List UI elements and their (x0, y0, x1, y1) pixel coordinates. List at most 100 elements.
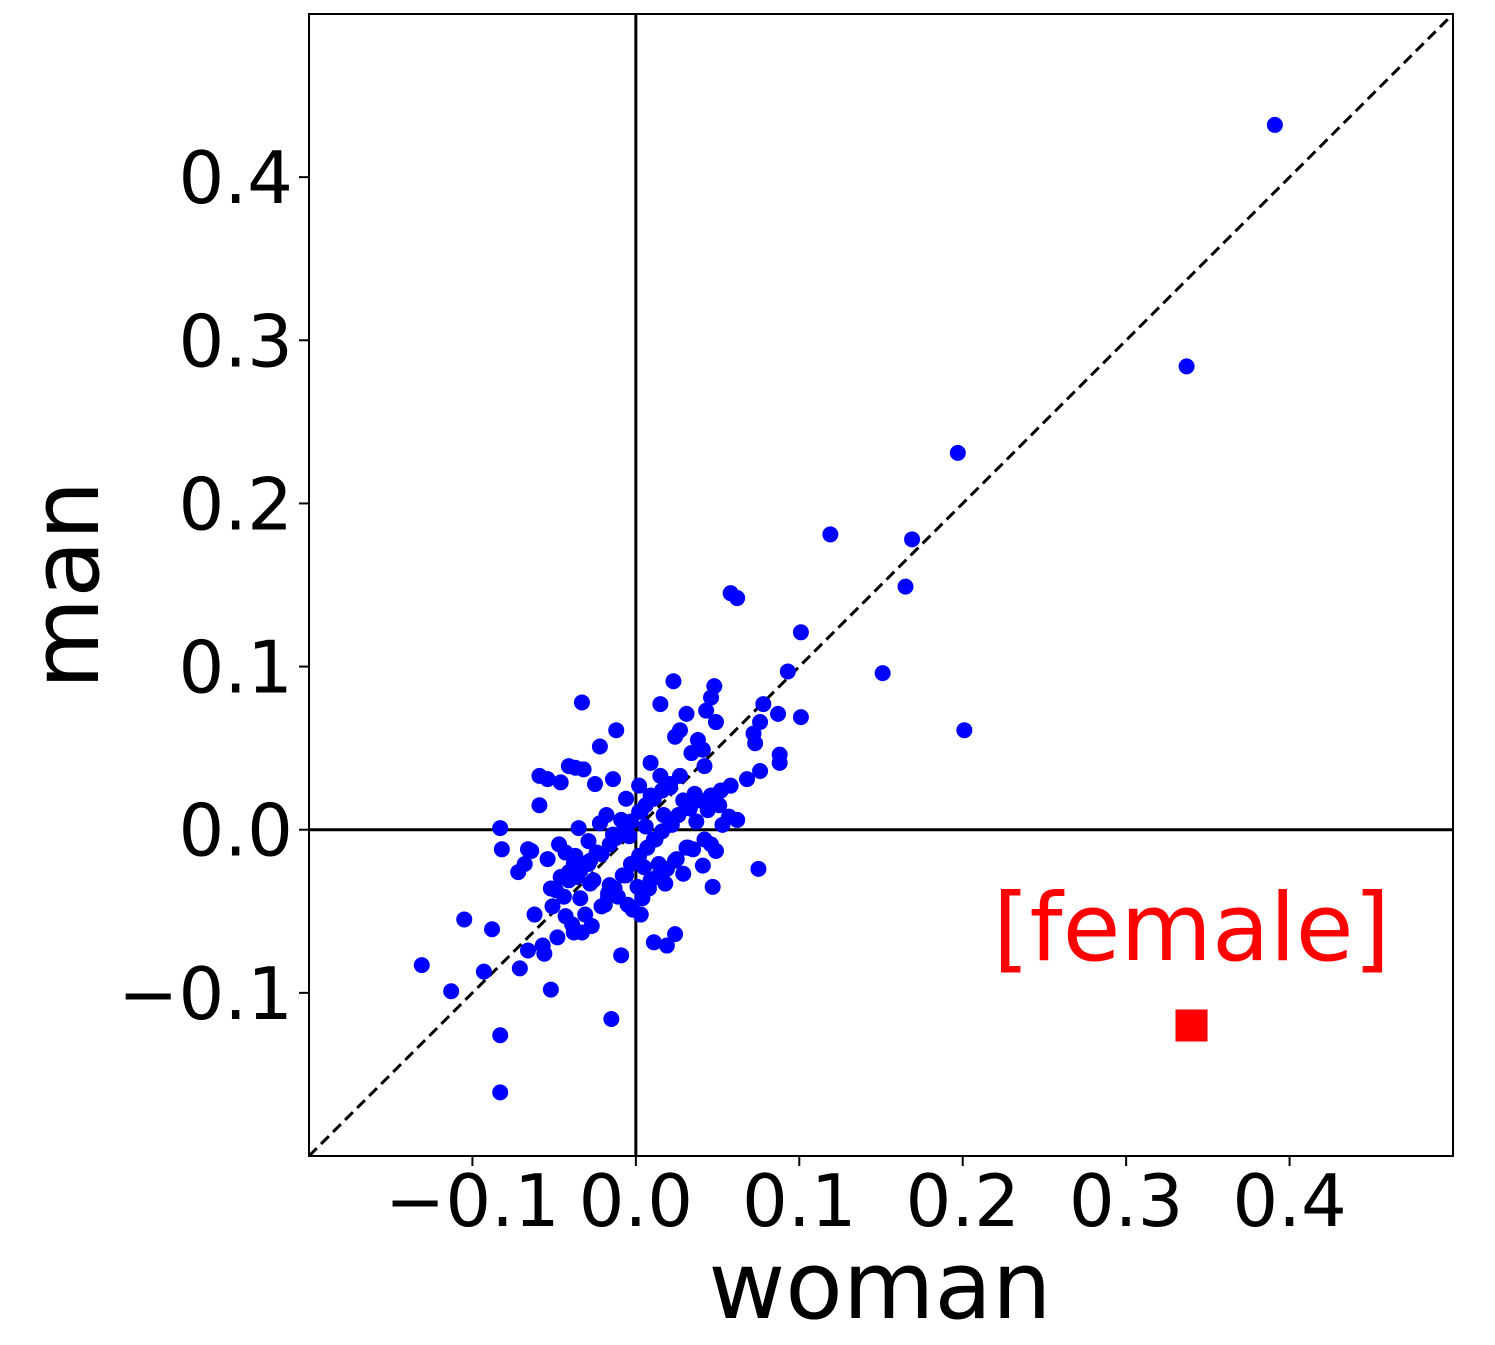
y-tick-label: 0.0 (178, 789, 293, 873)
data-point (956, 722, 973, 739)
data-points (413, 116, 1283, 1101)
data-point (642, 754, 659, 771)
data-point (949, 444, 966, 461)
data-point (510, 864, 527, 881)
highlight-markers (1175, 1009, 1208, 1042)
data-point (618, 790, 635, 807)
data-point (738, 771, 755, 788)
data-point (722, 777, 739, 794)
data-point (560, 872, 577, 889)
data-point (714, 816, 731, 833)
x-axis-label: woman (708, 1232, 1051, 1341)
data-point (729, 811, 746, 828)
data-point (683, 745, 700, 762)
data-point (694, 857, 711, 874)
data-point (1266, 116, 1283, 133)
data-point (698, 702, 715, 719)
data-point (771, 754, 788, 771)
data-point (668, 851, 685, 868)
data-point (631, 777, 648, 794)
data-point (519, 942, 536, 959)
data-point (604, 771, 621, 788)
data-point (752, 762, 769, 779)
data-point (779, 663, 796, 680)
data-point (539, 851, 556, 868)
x-tick-label: 0.0 (579, 1159, 694, 1243)
data-point (704, 878, 721, 895)
y-tick-label: 0.4 (178, 136, 293, 220)
data-point (703, 689, 720, 706)
data-point (897, 578, 914, 595)
x-tick-label: 0.3 (1069, 1159, 1184, 1243)
data-point (688, 813, 705, 830)
data-point (587, 776, 603, 793)
data-point (570, 820, 587, 837)
data-point (645, 934, 662, 951)
data-point (573, 694, 590, 711)
female-annotation: [female] (993, 874, 1390, 983)
data-point (770, 705, 787, 722)
data-point (583, 917, 600, 934)
data-point (542, 981, 559, 998)
data-point (652, 696, 669, 713)
data-point (1178, 358, 1195, 375)
y-tick-label: 0.1 (178, 626, 293, 710)
data-point (685, 841, 702, 858)
data-point (598, 807, 615, 824)
data-point (492, 820, 509, 837)
data-point (567, 847, 584, 864)
data-point (637, 818, 654, 835)
data-point (582, 875, 599, 892)
data-point (624, 901, 641, 918)
data-point (729, 590, 746, 607)
data-point (544, 898, 561, 915)
female-marker (1175, 1009, 1208, 1042)
data-point (606, 880, 623, 897)
data-point (675, 865, 692, 882)
data-point (580, 833, 597, 850)
data-point (413, 957, 430, 974)
data-point (750, 860, 767, 877)
data-point (603, 1010, 620, 1027)
data-point (696, 758, 713, 775)
x-tick-label: 0.4 (1232, 1159, 1347, 1243)
data-point (484, 921, 501, 938)
data-point (658, 860, 675, 877)
x-tick-label: 0.1 (742, 1159, 857, 1243)
data-point (552, 774, 569, 791)
data-point (560, 758, 577, 775)
data-point (613, 947, 630, 964)
data-point (531, 797, 548, 814)
data-point (456, 911, 473, 928)
data-point (696, 831, 713, 848)
data-point (475, 963, 492, 980)
data-point (519, 841, 536, 858)
data-point (792, 624, 809, 641)
data-point (591, 738, 608, 755)
x-tick-label: −0.1 (385, 1159, 560, 1243)
data-point (608, 722, 625, 739)
data-point (575, 761, 592, 778)
data-point (671, 722, 688, 739)
y-axis-ticks: −0.1 0.0 0.1 0.2 0.3 0.4 (118, 136, 309, 1036)
y-axis-label: man (12, 481, 121, 690)
data-point (493, 841, 510, 858)
data-point (492, 1084, 509, 1101)
data-point (678, 705, 695, 722)
data-point (822, 526, 839, 543)
data-point (755, 696, 772, 713)
data-point (492, 1027, 509, 1044)
x-tick-label: 0.2 (905, 1159, 1020, 1243)
y-tick-label: 0.3 (178, 299, 293, 383)
data-point (443, 983, 460, 1000)
data-point (572, 862, 589, 879)
y-tick-label: −0.1 (118, 952, 293, 1036)
data-point (526, 906, 543, 923)
data-point (572, 890, 589, 907)
data-point (792, 709, 809, 726)
data-point (539, 771, 556, 788)
data-point (667, 926, 684, 943)
data-point (747, 735, 764, 752)
data-point (707, 842, 724, 859)
